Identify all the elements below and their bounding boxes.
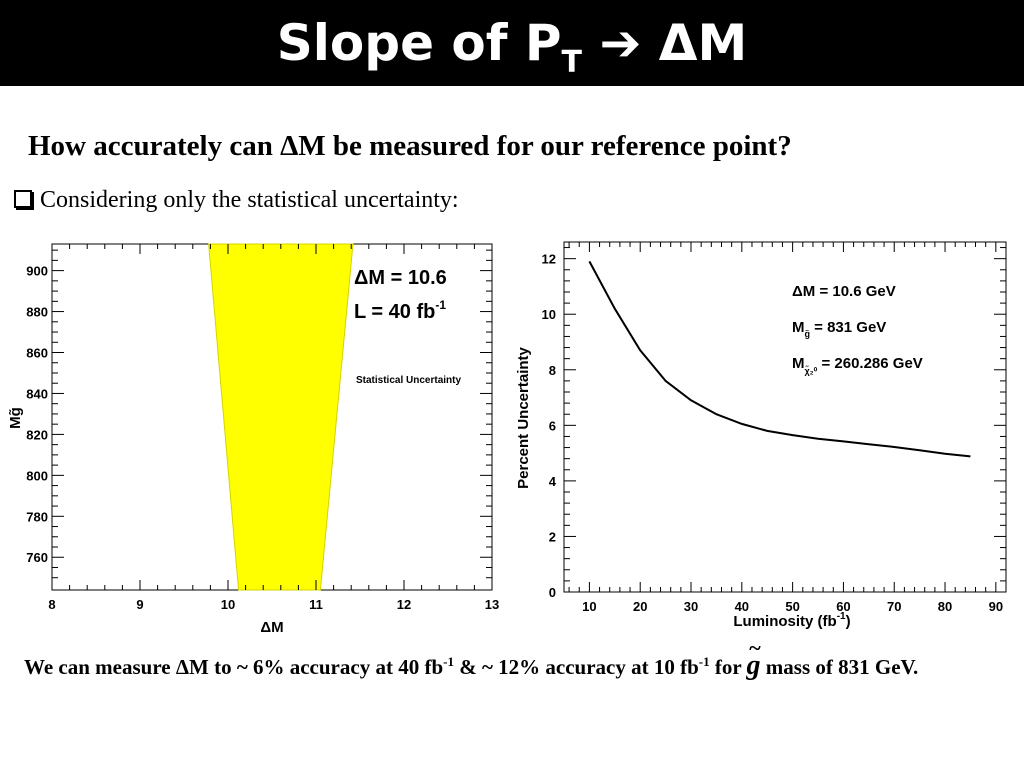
conclusion-text: We can measure ΔM to ~ 6% accuracy at 40… [24, 635, 1014, 685]
slide-title: Slope of PT ➔ ΔM [0, 0, 1024, 94]
annotation-lumi: L = 40 fb-1 [354, 298, 446, 323]
annotation-mchi: Mχ̃₂⁰ = 260.286 GeV [792, 355, 923, 376]
y-tick-label-left: 840 [26, 386, 48, 401]
y-tick-label-right: 0 [549, 585, 556, 600]
annotation-mchi-val: = 260.286 GeV [817, 355, 923, 372]
x-tick-label-right: 90 [989, 599, 1003, 614]
x-tick-labels-right: 10 20 30 40 50 60 70 80 90 [582, 599, 1003, 614]
x-axis-label-left: ΔM [260, 619, 283, 636]
tick-marks-right [564, 242, 1007, 593]
title-suffix: ΔM [658, 14, 748, 72]
conclusion-sup1: -1 [443, 654, 454, 669]
uncertainty-curve [588, 260, 971, 458]
conclusion-sup2: -1 [698, 654, 710, 669]
y-tick-label-right: 10 [542, 307, 556, 322]
x-tick-label-left: 8 [48, 597, 55, 612]
x-tick-label-right: 10 [582, 599, 596, 614]
annotation-stat-uncertainty: Statistical Uncertainty [356, 375, 461, 386]
y-axis-label-right: Percent Uncertainty [515, 346, 532, 488]
plot-frame-right [563, 241, 1007, 593]
bullet-item: Considering only the statistical uncerta… [14, 187, 459, 214]
annotation-lumi-sup: -1 [435, 298, 446, 312]
y-tick-label-right: 12 [542, 252, 556, 267]
x-tick-label-right: 60 [836, 599, 850, 614]
y-tick-label-left: 880 [26, 305, 48, 320]
x-tick-labels-left: 8 9 10 11 12 13 [48, 597, 499, 612]
checkbox-bullet-icon [14, 190, 32, 208]
conclusion-part2: & ~ 12% accuracy at 10 fb [453, 655, 699, 679]
conclusion-part3: for [709, 655, 747, 679]
conclusion-part4: mass of 831 GeV. [760, 655, 919, 679]
gluino-tilde: ~ [748, 635, 762, 660]
title-subscript: T [561, 45, 583, 80]
x-tick-label-right: 70 [887, 599, 901, 614]
x-axis-label-right: Luminosity (fb-1) [733, 611, 850, 630]
x-axis-label-right-text: Luminosity (fb [733, 613, 836, 630]
x-axis-label-right-sup: -1 [837, 611, 846, 622]
annotation-mg-val: = 831 GeV [810, 319, 886, 336]
question-text: How accurately can ΔM be measured for ou… [28, 130, 792, 162]
y-tick-label-right: 6 [549, 418, 556, 433]
x-tick-label-right: 50 [785, 599, 799, 614]
annotation-mg: Mg̃ = 831 GeV [792, 319, 886, 339]
y-tick-label-left: 820 [26, 427, 48, 442]
annotation-mchi-sub: χ̃₂⁰ [805, 365, 818, 376]
arrow-icon: ➔ [599, 14, 642, 72]
y-tick-label-left: 860 [26, 346, 48, 361]
gluino-symbol: ~ g [746, 635, 762, 684]
title-prefix: Slope of P [276, 14, 562, 72]
y-tick-label-left: 780 [26, 509, 48, 524]
x-tick-label-right: 20 [633, 599, 647, 614]
y-tick-label-right: 4 [549, 474, 557, 489]
annotation-mg-m: M [792, 319, 805, 336]
annotation-dm: ΔM = 10.6 [354, 267, 447, 289]
uncertainty-band-group [208, 243, 354, 591]
annotation-lumi-text: L = 40 fb [354, 301, 435, 323]
x-tick-label-left: 9 [136, 597, 143, 612]
x-axis-label-right-close: ) [846, 613, 851, 630]
y-axis-label-left: Mg̃ [7, 407, 24, 429]
y-tick-label-right: 2 [549, 529, 556, 544]
y-tick-label-left: 800 [26, 468, 48, 483]
chart-right: 10 20 30 40 50 60 70 80 90 0 2 4 6 8 10 12 Luminosity … [515, 241, 1007, 630]
title-bar: Slope of PT ➔ ΔM [0, 0, 1024, 86]
x-tick-label-right: 40 [735, 599, 749, 614]
x-tick-label-right: 30 [684, 599, 698, 614]
uncertainty-band [208, 243, 354, 591]
x-tick-label-left: 11 [309, 597, 323, 612]
x-tick-label-left: 13 [485, 597, 499, 612]
chart-left: 8 9 10 11 12 13 760 780 800 820 840 860 880 900 ΔM M… [7, 243, 499, 636]
x-tick-label-left: 10 [221, 597, 235, 612]
conclusion-part1: We can measure ΔM to ~ 6% accuracy at 40… [24, 655, 444, 679]
y-tick-label-right: 8 [549, 363, 556, 378]
y-tick-label-left: 900 [26, 264, 48, 279]
annotation-mchi-m: M [792, 355, 805, 372]
x-tick-label-right: 80 [938, 599, 952, 614]
annotation-mg-sub: g̃ [805, 329, 811, 339]
y-tick-label-left: 760 [26, 550, 48, 565]
x-tick-label-left: 12 [397, 597, 411, 612]
bullet-text: Considering only the statistical uncerta… [40, 187, 459, 213]
y-tick-labels-right: 0 2 4 6 8 10 12 [542, 252, 557, 600]
y-tick-labels-left: 760 780 800 820 840 860 880 900 [26, 264, 48, 566]
tick-marks-left [51, 244, 493, 590]
gluino-g: g [746, 650, 761, 681]
annotation-dm-gev: ΔM = 10.6 GeV [792, 283, 896, 300]
